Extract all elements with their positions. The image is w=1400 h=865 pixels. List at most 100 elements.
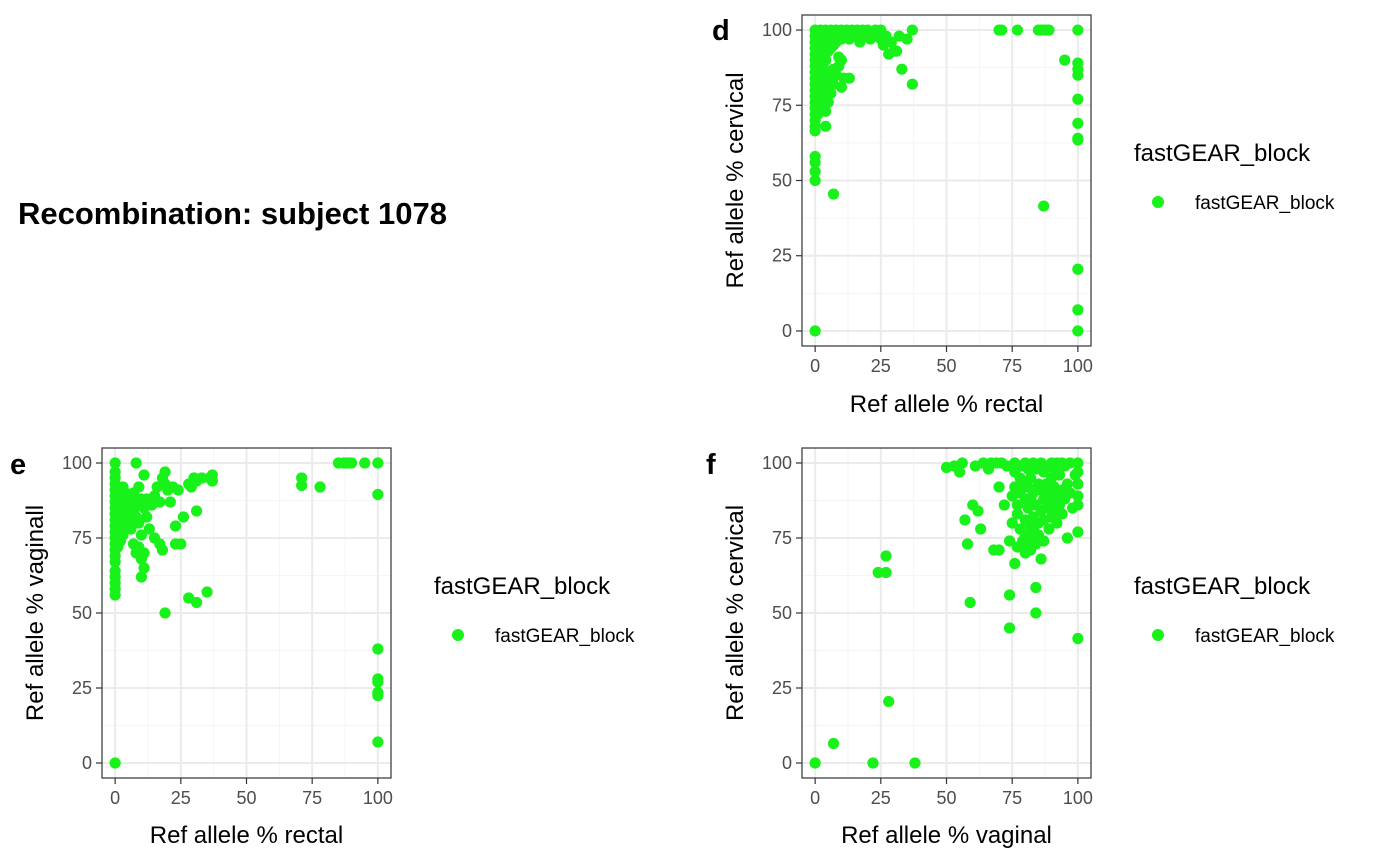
data-point: [1072, 499, 1084, 511]
data-point: [1024, 472, 1037, 484]
data-point: [133, 517, 145, 529]
y-tick-label: 0: [782, 321, 792, 341]
data-point: [143, 523, 155, 535]
data-point: [135, 571, 148, 583]
data-point: [141, 511, 153, 523]
data-point: [1072, 304, 1084, 316]
data-point: [867, 757, 879, 769]
data-point: [1006, 517, 1018, 529]
data-point: [345, 457, 358, 469]
legend-label: fastGEAR_block: [1195, 626, 1335, 647]
data-point: [883, 695, 895, 708]
data-point: [972, 505, 984, 517]
data-point: [809, 174, 821, 187]
data-point: [138, 562, 150, 574]
data-point: [138, 469, 150, 481]
y-tick-label: 75: [772, 95, 792, 115]
data-point: [169, 520, 182, 532]
data-point: [835, 54, 848, 66]
data-point: [1072, 466, 1084, 478]
data-point: [896, 63, 908, 75]
data-point: [809, 165, 821, 178]
x-tick-label: 25: [871, 788, 891, 808]
data-point: [1072, 325, 1084, 337]
legend-key: [452, 629, 464, 641]
data-point: [372, 457, 384, 469]
y-axis-title: Ref allele % vaginall: [22, 505, 49, 721]
data-point: [1061, 478, 1073, 490]
data-point: [314, 481, 326, 493]
panel-tag: d: [712, 15, 730, 47]
y-tick-label: 50: [72, 603, 92, 623]
data-point: [372, 643, 384, 655]
x-tick-label: 100: [363, 788, 393, 808]
data-point: [820, 54, 832, 66]
data-point: [159, 466, 171, 478]
data-point: [909, 757, 921, 769]
data-point: [1072, 117, 1084, 129]
data-point: [993, 481, 1005, 493]
data-point: [1072, 134, 1084, 146]
y-axis-title: Ref allele % cervical: [722, 505, 749, 721]
data-point: [1009, 557, 1021, 570]
data-point: [1061, 532, 1073, 544]
data-point: [998, 499, 1010, 511]
data-point: [961, 538, 974, 550]
data-point: [1072, 478, 1084, 490]
data-point: [959, 514, 971, 526]
data-point: [190, 596, 203, 609]
x-tick-label: 75: [1002, 356, 1022, 376]
x-tick-label: 25: [171, 788, 191, 808]
data-point: [885, 36, 897, 48]
data-point: [1072, 490, 1084, 502]
data-point: [1072, 24, 1084, 36]
data-point: [1011, 24, 1024, 36]
data-point: [1051, 517, 1063, 529]
data-point: [135, 529, 148, 541]
x-tick-label: 0: [810, 356, 820, 376]
legend-title: fastGEAR_block: [1134, 573, 1311, 600]
legend-title: fastGEAR_block: [1134, 140, 1311, 167]
data-point: [133, 481, 145, 493]
x-axis-title: Ref allele % rectal: [150, 822, 343, 849]
data-point: [906, 78, 918, 90]
data-point: [809, 325, 821, 337]
data-point: [206, 475, 218, 487]
x-tick-label: 100: [1063, 356, 1093, 376]
x-axis-title: Ref allele % vaginal: [841, 822, 1052, 849]
data-point: [372, 736, 384, 748]
y-tick-label: 0: [82, 753, 92, 773]
legend-label: fastGEAR_block: [1195, 193, 1335, 214]
data-point: [827, 737, 840, 750]
data-point: [1030, 607, 1042, 619]
legend-key: [1152, 196, 1164, 208]
data-point: [820, 105, 832, 117]
data-point: [1064, 457, 1076, 469]
x-tick-label: 75: [1002, 788, 1022, 808]
data-point: [835, 81, 848, 93]
data-point: [820, 120, 832, 132]
y-tick-label: 50: [772, 171, 792, 191]
y-tick-label: 100: [762, 453, 792, 473]
x-axis-title: Ref allele % rectal: [850, 391, 1043, 418]
data-point: [372, 689, 384, 702]
y-tick-label: 25: [772, 678, 792, 698]
data-point: [1003, 535, 1016, 547]
x-tick-label: 50: [236, 788, 256, 808]
data-point: [109, 457, 121, 469]
data-point: [956, 457, 968, 469]
panel-tag: f: [706, 449, 716, 481]
data-point: [906, 24, 918, 36]
data-point: [1003, 589, 1016, 601]
data-point: [809, 125, 821, 137]
data-point: [359, 457, 371, 469]
legend-title: fastGEAR_block: [434, 573, 611, 600]
x-tick-label: 50: [936, 356, 956, 376]
data-point: [296, 479, 308, 492]
panel-tag: e: [10, 449, 26, 481]
data-point: [872, 566, 884, 579]
data-point: [1072, 632, 1084, 645]
